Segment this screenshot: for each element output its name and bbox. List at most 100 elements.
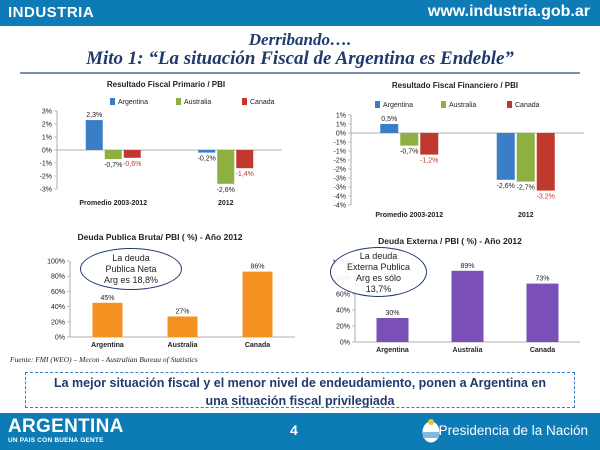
y-tick-label: -4% — [334, 194, 346, 201]
bar-argentina — [85, 120, 103, 150]
note-line: Externa Publica — [346, 262, 411, 272]
data-label: 2,3% — [86, 112, 102, 119]
note-line: Publica Neta — [105, 264, 157, 274]
legend-label: Argentina — [383, 102, 413, 109]
y-tick-label: 20% — [51, 319, 65, 326]
note-line: Arg es sólo — [355, 273, 402, 283]
chart-title: Resultado Fiscal Primario / PBI — [107, 80, 225, 89]
category-label: 2012 — [218, 200, 234, 207]
bar-argentina — [92, 302, 123, 337]
data-label: 0,5% — [381, 116, 397, 123]
legend-swatch — [507, 101, 512, 108]
data-label: -0,6% — [123, 161, 141, 168]
legend-swatch — [176, 98, 181, 105]
y-tick-label: 40% — [336, 308, 350, 315]
data-label: -0,7% — [104, 162, 122, 169]
note-line: La deuda — [359, 251, 398, 261]
bar-australia — [451, 270, 484, 342]
y-tick-label: -2% — [40, 174, 52, 181]
title-divider — [20, 72, 580, 74]
coat-of-arms-icon — [422, 419, 440, 443]
header-url[interactable]: www.industria.gob.ar — [427, 3, 590, 20]
bar-canada — [123, 150, 141, 158]
legend-label: Canada — [250, 99, 275, 106]
bar-argentina — [376, 318, 409, 342]
y-tick-label: 60% — [336, 292, 350, 299]
note-line: La deuda — [112, 253, 150, 263]
data-label: -0,7% — [400, 149, 418, 156]
category-label: Canada — [245, 342, 270, 349]
y-tick-label: -3% — [40, 187, 52, 194]
legend-swatch — [441, 101, 446, 108]
y-tick-label: 100% — [47, 259, 65, 266]
y-tick-label: 40% — [51, 304, 65, 311]
note-deuda-externa: La deuda Externa Publica Arg es sólo 13,… — [330, 247, 427, 297]
bar-canada — [236, 150, 254, 169]
y-tick-label: 1% — [336, 122, 346, 129]
data-label: 73% — [535, 276, 549, 283]
category-label: Argentina — [91, 342, 124, 349]
y-tick-label: -2% — [334, 167, 346, 174]
header-brand: INDUSTRIA — [8, 4, 95, 21]
page-number: 4 — [290, 422, 298, 438]
legend-swatch — [110, 98, 115, 105]
y-tick-label: 0% — [340, 340, 350, 347]
data-label: 30% — [385, 310, 399, 317]
bar-australia — [167, 316, 198, 337]
chart-resultado-financiero: Resultado Fiscal Financiero / PBI Argenti… — [334, 81, 584, 219]
footer-bar: ARGENTINA UN PAIS CON BUENA GENTE 4 Pres… — [0, 413, 600, 450]
bar-australia — [104, 150, 122, 160]
data-label: -2,6% — [217, 187, 235, 194]
data-label: -1,2% — [420, 158, 438, 165]
data-label: -1,4% — [236, 171, 254, 178]
bar-canada — [536, 133, 555, 191]
source-note: Fuente: FMI (WEO) – Mecon - Australian B… — [10, 355, 198, 364]
bar-argentina — [496, 133, 515, 180]
y-tick-label: 20% — [336, 324, 350, 331]
data-label: -2,6% — [497, 183, 515, 190]
category-label: Australia — [453, 347, 483, 354]
bar-australia — [217, 150, 235, 184]
callout-line1: La mejor situación fiscal y el menor niv… — [53, 376, 546, 390]
chart-title: Deuda Publica Bruta/ PBI ( %) - Año 2012 — [78, 232, 243, 242]
chart-resultado-primario: Resultado Fiscal Primario / PBI Argentina… — [40, 80, 282, 207]
y-tick-label: -1% — [40, 161, 52, 168]
y-tick-label: 1% — [336, 113, 346, 120]
bar-canada — [420, 133, 439, 155]
y-tick-label: -2% — [334, 158, 346, 165]
bar-argentina — [380, 124, 399, 133]
data-label: -0,2% — [198, 156, 216, 163]
chart-title: Resultado Fiscal Financiero / PBI — [392, 81, 518, 90]
y-tick-label: -1% — [334, 149, 346, 156]
data-label: -3,2% — [537, 194, 555, 201]
y-tick-label: -3% — [334, 176, 346, 183]
data-label: 27% — [175, 308, 189, 315]
y-tick-label: -3% — [334, 185, 346, 192]
y-tick-label: 80% — [51, 274, 65, 281]
category-label: 2012 — [518, 212, 534, 219]
chart-title: Deuda Externa / PBI ( %) - Año 2012 — [378, 236, 522, 246]
legend-swatch — [242, 98, 247, 105]
callout-line2: una situación fiscal privilegiada — [205, 394, 395, 408]
footer-brand: ARGENTINA — [8, 416, 124, 437]
y-tick-label: 0% — [42, 148, 52, 155]
y-tick-label: 60% — [51, 289, 65, 296]
bar-argentina — [198, 150, 216, 153]
data-label: -2,7% — [517, 185, 535, 192]
y-tick-label: 0% — [55, 335, 65, 342]
note-line: Arg es 18,8% — [103, 275, 159, 285]
category-label: Canada — [530, 347, 555, 354]
bar-australia — [516, 133, 535, 182]
y-tick-label: -1% — [334, 140, 346, 147]
legend-label: Argentina — [118, 99, 148, 106]
y-tick-label: 2% — [42, 122, 52, 129]
legend-label: Australia — [184, 99, 211, 106]
data-label: 86% — [250, 264, 264, 271]
slide-title-line2: Mito 1: “La situación Fiscal de Argentin… — [86, 48, 514, 69]
category-label: Promedio 2003-2012 — [79, 200, 147, 207]
data-label: 45% — [100, 295, 114, 302]
bar-canada — [242, 271, 273, 337]
footer-tagline: UN PAIS CON BUENA GENTE — [8, 437, 104, 444]
note-deuda-bruta: La deuda Publica Neta Arg es 18,8% — [80, 248, 182, 290]
note-line: 13,7% — [365, 284, 392, 294]
